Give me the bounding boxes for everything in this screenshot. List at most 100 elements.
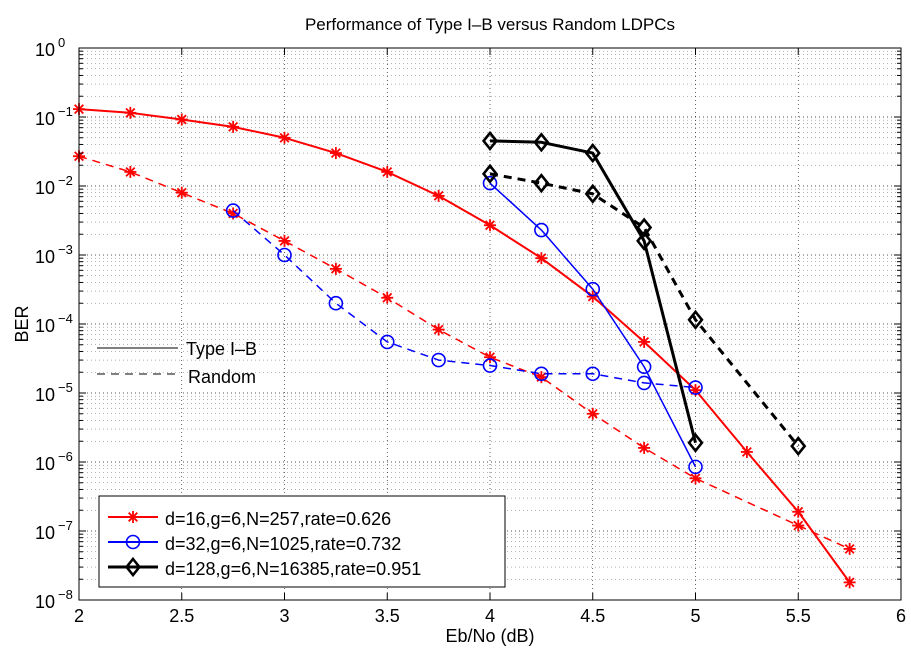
data-point [227, 120, 240, 133]
data-point [329, 147, 342, 160]
series-line [489, 182, 697, 468]
data-point [381, 165, 394, 178]
series-4 [481, 130, 704, 453]
data-point [689, 472, 702, 485]
marker-stroke [125, 107, 136, 118]
data-point [329, 262, 342, 275]
x-axis-label: Eb/No (dB) [445, 626, 534, 646]
data-point [790, 436, 807, 457]
marker-stroke [741, 446, 752, 457]
data-point [843, 542, 856, 555]
data-point [328, 295, 344, 311]
series-line [232, 210, 696, 389]
marker-stroke [690, 473, 701, 484]
marker-stroke [433, 190, 444, 201]
data-point [481, 130, 499, 152]
y-tick-exponent: −4 [58, 311, 73, 326]
data-point [636, 217, 653, 238]
data-point [534, 366, 549, 382]
y-tick-label: 10 [35, 247, 55, 267]
y-tick-label: 10 [35, 178, 55, 198]
y-tick-label: 10 [35, 109, 55, 129]
x-tick-label: 3.5 [375, 606, 400, 626]
marker-stroke [639, 442, 650, 453]
marker-stroke [279, 132, 290, 143]
y-tick-exponent: −2 [58, 173, 73, 188]
data-point [688, 459, 703, 475]
data-point [688, 380, 703, 395]
series-line [78, 108, 851, 583]
data-point [482, 358, 498, 373]
y-tick-exponent: 0 [58, 35, 65, 50]
y-tick-exponent: −7 [58, 518, 73, 533]
style-legend-dashed-label: Random [188, 367, 256, 387]
series-line [78, 155, 850, 550]
marker-stroke [176, 114, 187, 125]
data-point [432, 323, 445, 336]
y-tick-exponent: −3 [58, 242, 73, 257]
chart-title: Performance of Type I–B versus Random LD… [305, 15, 675, 34]
y-tick-label: 10 [35, 523, 55, 543]
data-point [638, 335, 651, 348]
data-point [584, 142, 601, 164]
marker-stroke [279, 235, 290, 246]
data-point [533, 132, 550, 153]
data-point [585, 281, 601, 297]
data-point [278, 234, 291, 247]
y-tick-label: 10 [35, 316, 55, 336]
data-point [843, 576, 856, 589]
marker-stroke [844, 577, 855, 588]
marker-stroke [793, 520, 804, 531]
series-line [489, 172, 800, 448]
series-2 [482, 175, 703, 475]
legend-label-d16: d=16,g=6,N=257,rate=0.626 [165, 509, 391, 529]
data-point [277, 247, 292, 263]
y-tick-exponent: −5 [58, 380, 73, 395]
x-tick-label: 2.5 [169, 606, 194, 626]
data-point [636, 359, 652, 375]
grid [79, 48, 901, 600]
marker-stroke [228, 121, 239, 132]
marker-stroke [330, 263, 341, 274]
marker-stroke [176, 187, 187, 198]
legend-marker [125, 534, 141, 550]
data-point [535, 252, 548, 265]
x-tick-label: 6 [896, 606, 906, 626]
marker-stroke [382, 166, 393, 177]
data-point [638, 441, 651, 454]
axis-ticks [78, 47, 902, 601]
marker-stroke [587, 408, 598, 419]
marker-stroke [128, 512, 138, 522]
y-axis-label: BER [12, 305, 32, 342]
series-5 [481, 163, 807, 457]
x-tick-label: 2 [74, 606, 84, 626]
legend-marker [124, 556, 142, 578]
data-point [379, 334, 395, 350]
data-point [175, 113, 188, 126]
y-tick-label: 10 [35, 454, 55, 474]
data-point [124, 106, 137, 119]
legend-box [98, 495, 506, 588]
marker-stroke [639, 336, 650, 347]
data-point [740, 445, 753, 458]
data-point [586, 407, 599, 420]
y-tick-label: 10 [35, 40, 55, 60]
data-point [792, 519, 805, 532]
legend: d=16,g=6,N=257,rate=0.626 d=32,g=6,N=102… [98, 495, 506, 588]
y-tick-exponent: −6 [58, 449, 73, 464]
y-tick-exponent: −1 [58, 104, 73, 119]
marker-stroke [485, 220, 495, 231]
data-point [584, 183, 601, 204]
marker-stroke [125, 166, 136, 177]
legend-marks [108, 511, 158, 578]
x-tick-labels: 2 2.5 3 3.5 4 4.5 5 5.5 6 [74, 606, 906, 626]
data-point [482, 175, 498, 191]
series-line [489, 139, 697, 444]
legend-marker [127, 511, 139, 523]
x-tick-label: 3 [279, 606, 289, 626]
style-legend: Type I–B Random [97, 339, 257, 387]
data-point [636, 375, 652, 391]
data-point [432, 189, 445, 202]
